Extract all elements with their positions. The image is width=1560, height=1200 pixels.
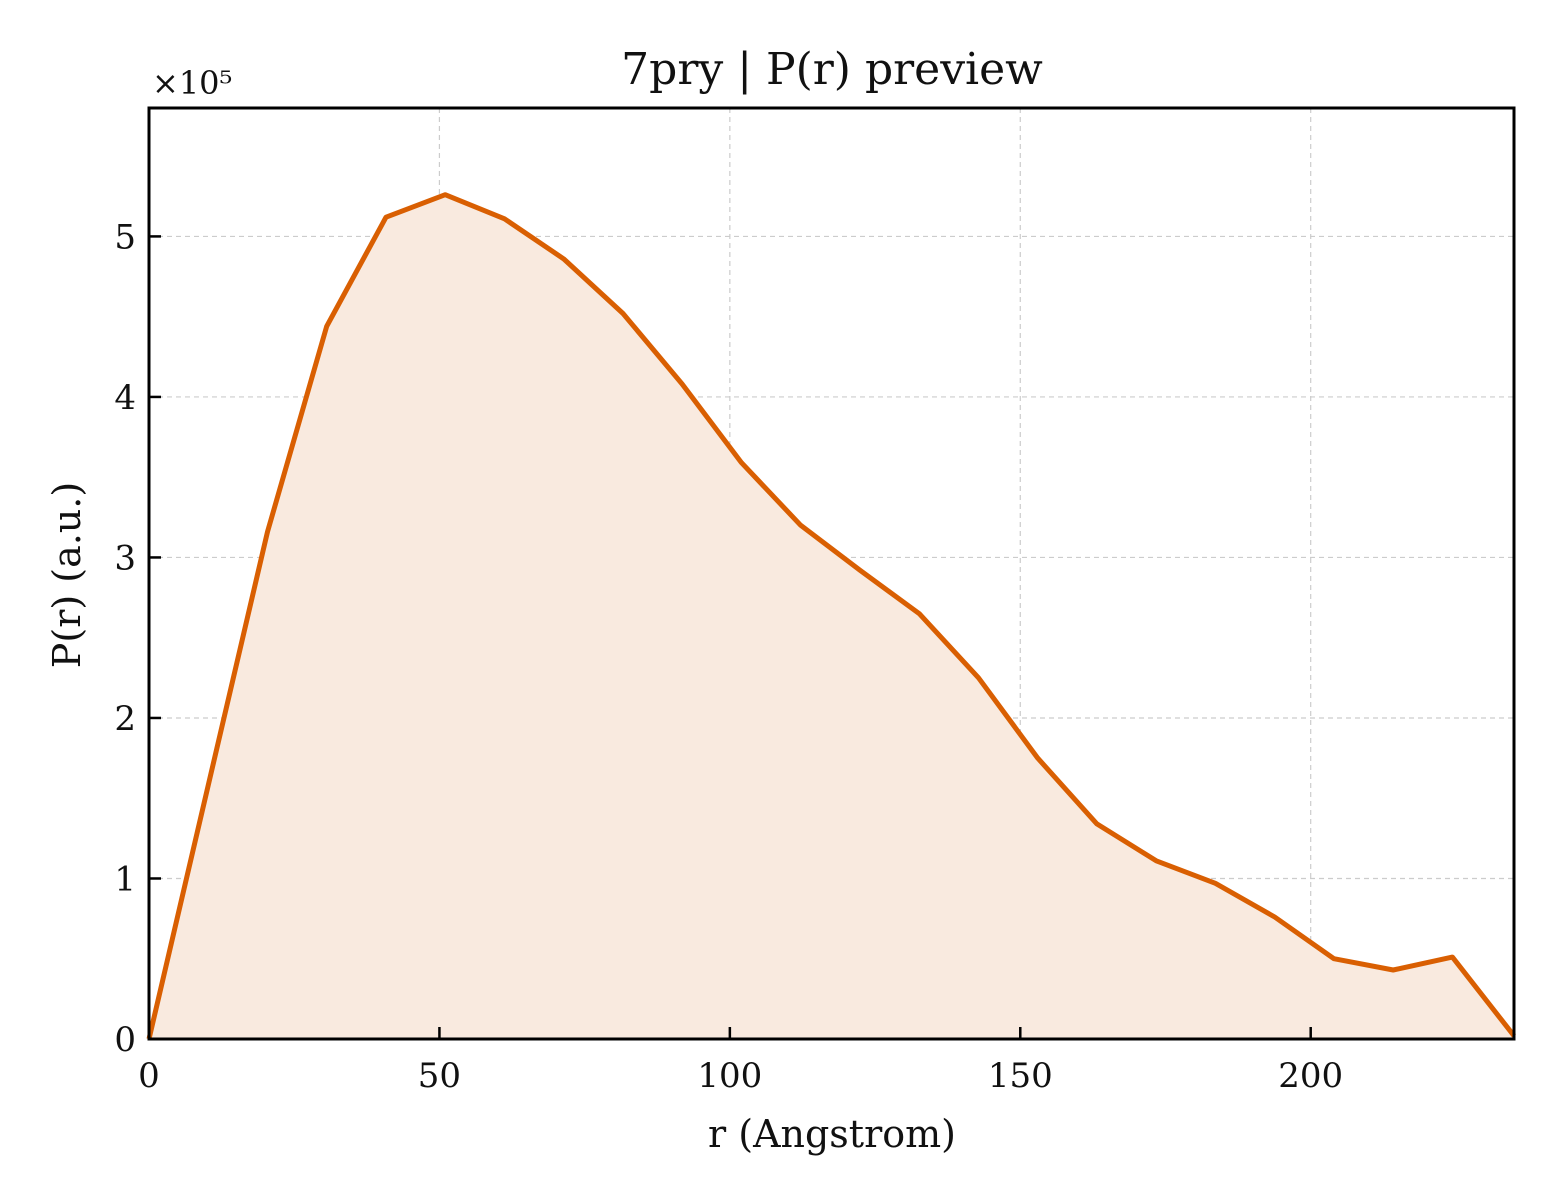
y-tick-label: 5 <box>114 217 136 257</box>
x-tick-label: 50 <box>418 1056 461 1096</box>
axis-ticks: 0 50 100 150 200 0 1 2 3 4 5 <box>114 217 1343 1096</box>
y-tick-label: 3 <box>114 538 136 578</box>
y-tick-label: 4 <box>114 378 136 418</box>
y-tick-label: 2 <box>114 699 136 739</box>
y-tick-label: 1 <box>114 859 136 899</box>
y-tick-label: 0 <box>114 1020 136 1060</box>
x-tick-label: 0 <box>138 1056 160 1096</box>
chart-title: 7pry | P(r) preview <box>621 44 1043 95</box>
y-axis-multiplier: ×10⁵ <box>152 64 232 102</box>
area-fill <box>149 194 1514 1039</box>
plot-frame <box>147 106 1516 1041</box>
x-tick-label: 200 <box>1278 1056 1343 1096</box>
x-tick-label: 100 <box>697 1056 762 1096</box>
x-axis-label: r (Angstrom) <box>708 1112 956 1156</box>
y-axis-label: P(r) (a.u.) <box>45 482 89 668</box>
x-tick-label: 150 <box>988 1056 1053 1096</box>
data-line <box>146 192 1516 1040</box>
